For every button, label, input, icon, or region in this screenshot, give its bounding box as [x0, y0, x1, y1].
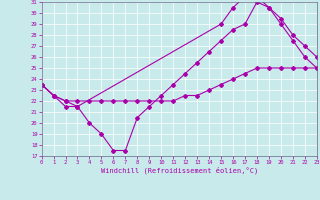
X-axis label: Windchill (Refroidissement éolien,°C): Windchill (Refroidissement éolien,°C) — [100, 167, 258, 174]
